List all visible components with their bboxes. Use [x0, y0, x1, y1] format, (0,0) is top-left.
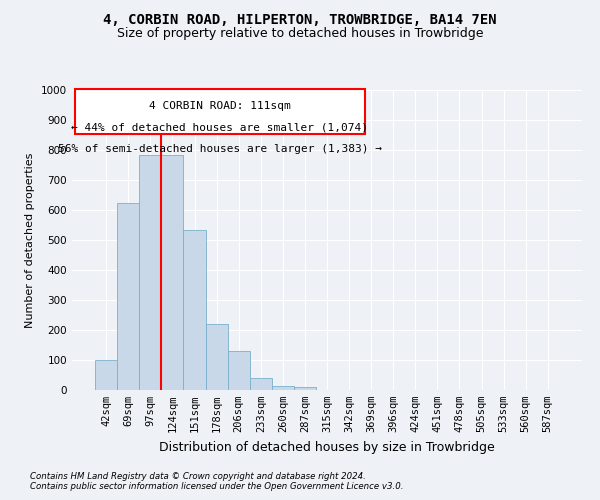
Bar [227, 351, 250, 390]
Text: Contains HM Land Registry data © Crown copyright and database right 2024.: Contains HM Land Registry data © Crown c… [30, 472, 366, 481]
Bar [139, 155, 161, 390]
Text: ← 44% of detached houses are smaller (1,074): ← 44% of detached houses are smaller (1,… [71, 122, 368, 132]
Bar [95, 360, 117, 390]
Text: 4, CORBIN ROAD, HILPERTON, TROWBRIDGE, BA14 7EN: 4, CORBIN ROAD, HILPERTON, TROWBRIDGE, B… [103, 12, 497, 26]
FancyBboxPatch shape [74, 88, 365, 134]
X-axis label: Distribution of detached houses by size in Trowbridge: Distribution of detached houses by size … [159, 440, 495, 454]
Bar [184, 230, 206, 390]
Bar [206, 324, 227, 390]
Text: Size of property relative to detached houses in Trowbridge: Size of property relative to detached ho… [117, 28, 483, 40]
Text: 4 CORBIN ROAD: 111sqm: 4 CORBIN ROAD: 111sqm [149, 100, 291, 110]
Y-axis label: Number of detached properties: Number of detached properties [25, 152, 35, 328]
Bar [250, 378, 272, 390]
Bar [117, 204, 139, 390]
Bar [272, 386, 294, 390]
Text: Contains public sector information licensed under the Open Government Licence v3: Contains public sector information licen… [30, 482, 404, 491]
Text: 56% of semi-detached houses are larger (1,383) →: 56% of semi-detached houses are larger (… [58, 144, 382, 154]
Bar [161, 155, 184, 390]
Bar [294, 387, 316, 390]
